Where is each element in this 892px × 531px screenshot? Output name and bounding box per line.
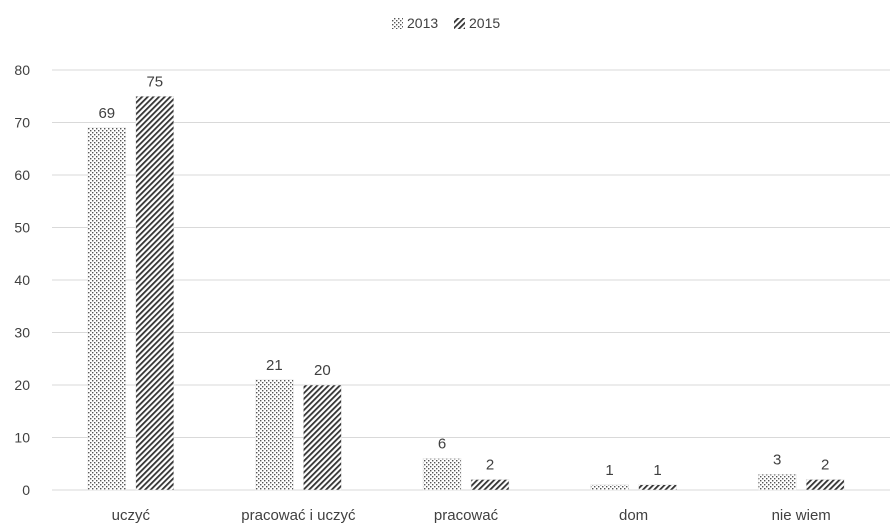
- y-tick-label: 50: [14, 220, 30, 236]
- gridlines: [52, 69, 890, 491]
- data-label: 75: [146, 73, 163, 90]
- bar-2015: [805, 479, 845, 491]
- x-category-label: pracować: [434, 507, 499, 524]
- bar-2015: [470, 479, 510, 491]
- y-tick-label: 20: [14, 377, 30, 393]
- legend-swatch-2015: [454, 18, 465, 29]
- bars: [87, 96, 845, 491]
- legend-label: 2013: [407, 15, 438, 31]
- data-label: 21: [266, 357, 283, 374]
- y-tick-label: 80: [14, 62, 30, 78]
- y-tick-label: 40: [14, 272, 30, 288]
- data-label: 1: [605, 462, 613, 479]
- legend-swatch-2013: [392, 18, 403, 29]
- bar-2015: [638, 484, 677, 491]
- data-label: 6: [438, 436, 446, 453]
- bar-2013: [87, 127, 127, 491]
- x-category-label: uczyć: [112, 507, 151, 524]
- bar-2013: [422, 458, 462, 491]
- y-tick-label: 0: [22, 482, 30, 498]
- bar-2015: [303, 384, 342, 491]
- data-label: 2: [821, 457, 829, 474]
- bar-2013: [757, 474, 797, 491]
- data-label: 69: [98, 105, 115, 122]
- y-tick-label: 30: [14, 325, 30, 341]
- x-category-label: dom: [619, 507, 648, 524]
- data-label: 1: [653, 462, 661, 479]
- data-label: 2: [486, 457, 494, 474]
- bar-2015: [135, 96, 175, 491]
- x-axis-category-labels: uczyć pracować i uczyć pracować dom nie wiem: [112, 507, 831, 524]
- y-tick-label: 70: [14, 115, 30, 131]
- x-category-label: pracować i uczyć: [241, 507, 356, 524]
- bar-2013: [590, 484, 629, 491]
- y-tick-label: 60: [14, 167, 30, 183]
- x-category-label: nie wiem: [772, 507, 831, 524]
- bar-2013: [255, 379, 294, 491]
- y-tick-label: 10: [14, 430, 30, 446]
- data-label: 3: [773, 451, 781, 468]
- y-axis-tick-labels: 0 10 20 30 40 50 60 70 80: [14, 62, 30, 498]
- legend-label: 2015: [469, 15, 500, 31]
- data-label: 20: [314, 362, 331, 379]
- legend: 2013 2015: [392, 15, 500, 31]
